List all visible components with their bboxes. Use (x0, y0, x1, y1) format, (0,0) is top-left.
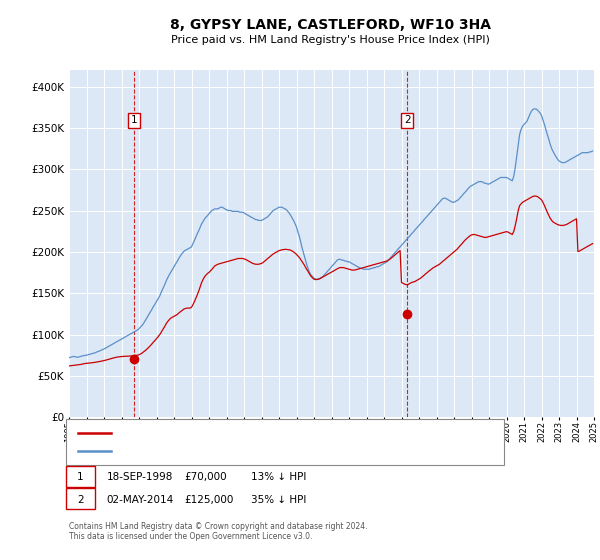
Text: 2: 2 (404, 115, 410, 125)
Text: 13% ↓ HPI: 13% ↓ HPI (251, 472, 306, 482)
Text: 1: 1 (77, 472, 84, 482)
Text: 2: 2 (77, 494, 84, 505)
Text: 35% ↓ HPI: 35% ↓ HPI (251, 494, 306, 505)
Text: Contains HM Land Registry data © Crown copyright and database right 2024.
This d: Contains HM Land Registry data © Crown c… (69, 522, 367, 542)
Text: 8, GYPSY LANE, CASTLEFORD, WF10 3HA: 8, GYPSY LANE, CASTLEFORD, WF10 3HA (170, 18, 491, 32)
Text: HPI: Average price, detached house, Wakefield: HPI: Average price, detached house, Wake… (117, 446, 339, 455)
Text: £125,000: £125,000 (185, 494, 234, 505)
Text: 8, GYPSY LANE, CASTLEFORD, WF10 3HA (detached house): 8, GYPSY LANE, CASTLEFORD, WF10 3HA (det… (117, 428, 398, 437)
Text: 1: 1 (131, 115, 137, 125)
Text: £70,000: £70,000 (185, 472, 227, 482)
Text: 02-MAY-2014: 02-MAY-2014 (107, 494, 174, 505)
Text: 18-SEP-1998: 18-SEP-1998 (107, 472, 173, 482)
Text: Price paid vs. HM Land Registry's House Price Index (HPI): Price paid vs. HM Land Registry's House … (170, 35, 490, 45)
